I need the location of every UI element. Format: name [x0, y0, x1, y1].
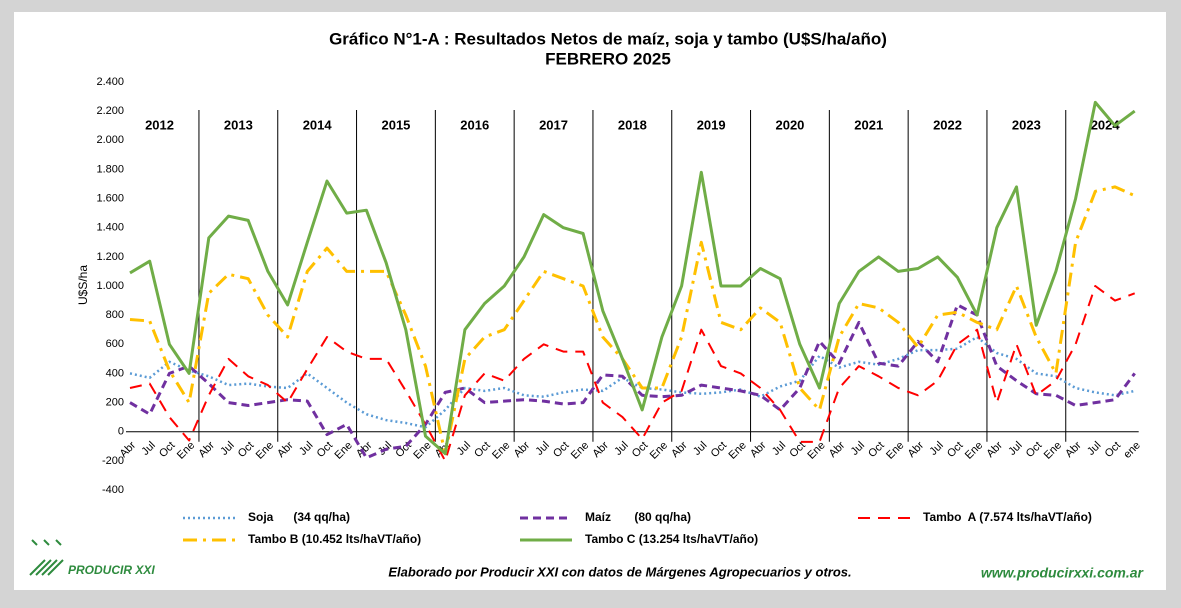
series-line — [129, 100, 1136, 456]
year-label: 2020 — [775, 117, 804, 132]
year-label: 2017 — [539, 117, 568, 132]
y-tick-label: 400 — [106, 367, 124, 379]
year-label: 2014 — [303, 117, 333, 132]
y-tick-label: -400 — [102, 484, 124, 496]
legend-label: Maíz (80 qq/ha) — [585, 510, 691, 524]
year-label: 2021 — [854, 117, 883, 132]
legend-label: Tambo C (13.254 lts/haVT/año) — [585, 532, 758, 546]
source-note: Elaborado por Producir XXI con datos de … — [388, 564, 851, 579]
year-label: 2015 — [381, 117, 410, 132]
y-tick-label: 2.200 — [96, 105, 124, 117]
series-line — [129, 285, 1136, 462]
y-tick-label: 600 — [106, 338, 124, 350]
y-tick-label: 2.000 — [96, 134, 124, 146]
year-label: 2023 — [1012, 117, 1041, 132]
logo-icon — [29, 539, 64, 576]
year-label: 2022 — [933, 117, 962, 132]
legend-label: Soja (34 qq/ha) — [248, 510, 350, 524]
y-tick-label: 0 — [118, 426, 124, 438]
year-label: 2012 — [145, 117, 174, 132]
y-tick-label: 1.400 — [96, 222, 124, 234]
y-axis-label: U$S/ha — [76, 265, 90, 305]
logo-text: PRODUCIR XXI — [68, 563, 155, 577]
year-label: 2016 — [460, 117, 489, 132]
legend-label: Tambo B (10.452 lts/haVT/año) — [248, 532, 421, 546]
legend-label: Tambo A (7.574 lts/haVT/año) — [923, 510, 1092, 524]
year-label: 2018 — [618, 117, 647, 132]
y-tick-label: 2.400 — [96, 76, 124, 88]
y-tick-label: 1.000 — [96, 280, 124, 292]
website: www.producirxxi.com.ar — [981, 565, 1145, 581]
y-tick-label: 1.800 — [96, 163, 124, 175]
y-tick-label: 1.600 — [96, 192, 124, 204]
year-label: 2019 — [697, 117, 726, 132]
chart-subtitle: FEBRERO 2025 — [545, 49, 671, 68]
year-label: 2013 — [224, 117, 253, 132]
y-tick-label: 1.200 — [96, 251, 124, 263]
y-tick-label: -200 — [102, 455, 124, 467]
y-tick-label: 200 — [106, 396, 124, 408]
chart-title: Gráfico N°1-A : Resultados Netos de maíz… — [329, 29, 887, 48]
y-tick-label: 800 — [106, 309, 124, 321]
